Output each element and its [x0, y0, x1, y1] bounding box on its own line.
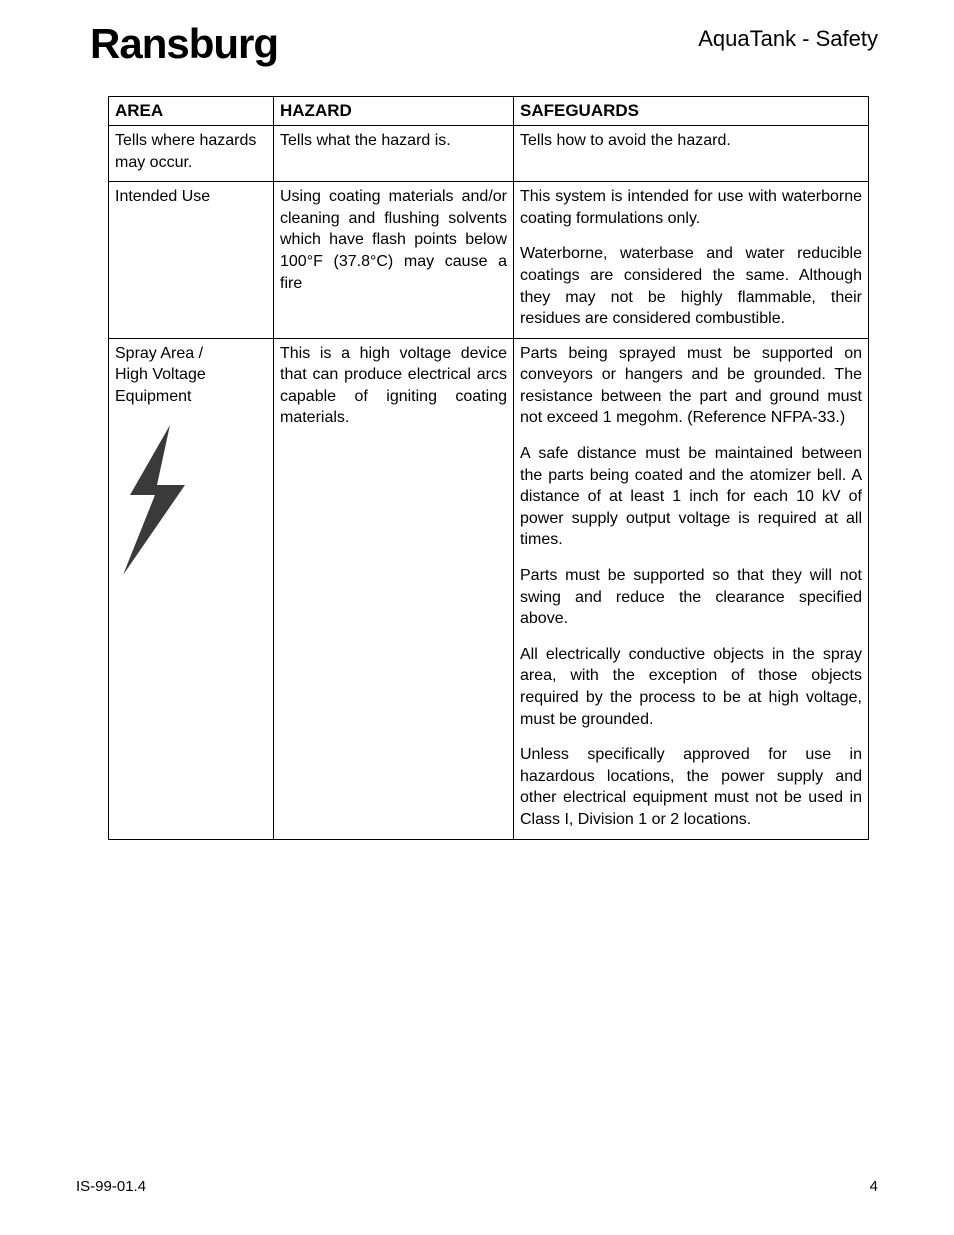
safeguard-paragraph: Parts being sprayed must be supported on… — [520, 343, 862, 429]
table-row-spray-area: Spray Area /High Voltage Equipment This … — [109, 338, 869, 839]
hazard-table: AREA HAZARD SAFEGUARDS Tells where hazar… — [108, 96, 869, 840]
col-header-hazard: HAZARD — [274, 97, 514, 126]
table-header-row: AREA HAZARD SAFEGUARDS — [109, 97, 869, 126]
hazard-intended-use: Using coating materials and/or cleaning … — [274, 182, 514, 339]
page-footer: IS-99-01.4 4 — [76, 1178, 878, 1195]
desc-safeguards: Tells how to avoid the hazard. — [514, 125, 869, 181]
safeguard-paragraph: A safe distance must be maintained betwe… — [520, 443, 862, 551]
page-header: Ransburg AquaTank - Safety — [76, 20, 878, 68]
table-description-row: Tells where hazards may occur. Tells wha… — [109, 125, 869, 181]
footer-doc-id: IS-99-01.4 — [76, 1178, 146, 1195]
document-title: AquaTank - Safety — [698, 26, 878, 52]
table-row-intended-use: Intended Use Using coating materials and… — [109, 182, 869, 339]
safeguards-intended-use: This system is intended for use with wat… — [514, 182, 869, 339]
lightning-bolt-icon — [115, 425, 267, 575]
safeguard-paragraph: Unless specifically approved for use in … — [520, 744, 862, 830]
desc-hazard: Tells what the hazard is. — [274, 125, 514, 181]
safeguards-spray-hv: Parts being sprayed must be supported on… — [514, 338, 869, 839]
safeguard-paragraph: This system is intended for use with wat… — [520, 186, 862, 229]
bolt-shape — [123, 425, 185, 575]
safeguard-paragraph: Parts must be supported so that they wil… — [520, 565, 862, 630]
footer-page-number: 4 — [870, 1178, 878, 1195]
safeguard-paragraph: All electrically conductive objects in t… — [520, 644, 862, 730]
col-header-safeguards: SAFEGUARDS — [514, 97, 869, 126]
col-header-area: AREA — [109, 97, 274, 126]
safeguard-paragraph: Waterborne, waterbase and water reducibl… — [520, 243, 862, 329]
area-intended-use: Intended Use — [109, 182, 274, 339]
brand-logo-text: Ransburg — [90, 20, 278, 68]
area-spray-hv-label: Spray Area /High Voltage Equipment — [115, 343, 267, 408]
hazard-spray-hv: This is a high voltage device that can p… — [274, 338, 514, 839]
area-spray-hv: Spray Area /High Voltage Equipment — [109, 338, 274, 839]
desc-area: Tells where hazards may occur. — [109, 125, 274, 181]
